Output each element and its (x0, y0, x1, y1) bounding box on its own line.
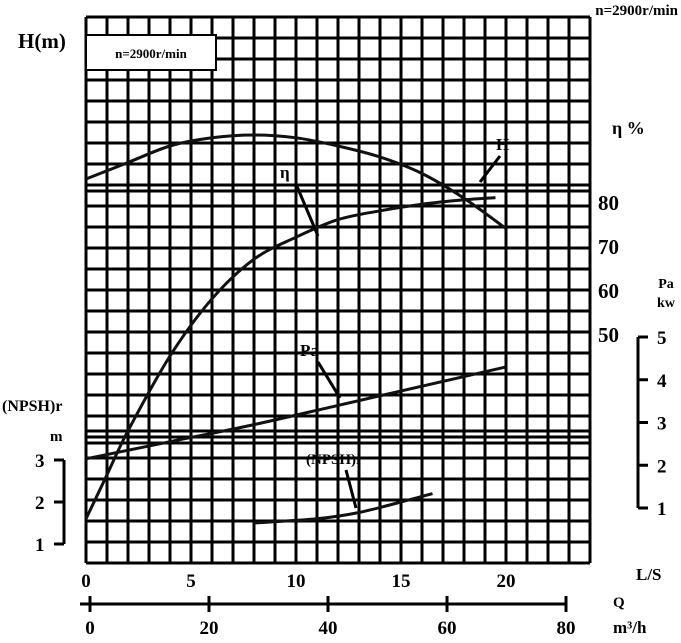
efficiency-tick-label: 70 (598, 235, 619, 259)
secondary-x-tick-label: 40 (319, 618, 338, 639)
x-tick-label: 20 (497, 571, 516, 592)
x-axis-label-m3h: m³/h (613, 618, 647, 637)
secondary-x-tick-label: 60 (438, 618, 457, 639)
secondary-x-tick-label: 20 (200, 618, 219, 639)
efficiency-tick-label: 50 (598, 323, 619, 347)
curve-label: H (496, 135, 509, 154)
x-tick-label: 0 (81, 571, 91, 592)
efficiency-curve (84, 196, 496, 520)
x-axis-label-q: Q (613, 595, 625, 611)
power-curve (85, 365, 507, 461)
x-tick-label: 5 (186, 571, 196, 592)
npsh-tick-label: 3 (35, 451, 45, 472)
power-tick-label: 2 (657, 456, 667, 477)
power-axis-label-pa: Pa (658, 277, 674, 292)
power-axis: 1 2 3 4 5 (636, 328, 667, 520)
efficiency-tick-label: 60 (598, 279, 619, 303)
efficiency-axis-label: η % (612, 118, 645, 138)
curves (84, 133, 507, 525)
secondary-x-axis: 0 20 40 60 80 (80, 596, 576, 639)
head-axis-label: H(m) (18, 29, 66, 53)
curve-leader-line (478, 155, 502, 183)
efficiency-axis-ticks: 50 60 70 80 (598, 191, 619, 347)
power-tick-label: 5 (657, 328, 667, 349)
curve-leader-line (344, 469, 358, 509)
x-axis-ticks: 0 5 10 15 20 (81, 571, 515, 592)
curve-label: (NPSH)r (306, 452, 363, 468)
npsh-axis-unit: m (50, 429, 63, 445)
chart-title: n=2900r/min (595, 3, 678, 19)
npsh-axis: 1 2 3 (35, 451, 66, 556)
curve-leader-line (294, 183, 320, 237)
head-curve (85, 133, 507, 230)
curve-label: Pa (300, 341, 319, 360)
npsh-tick-label: 2 (35, 493, 45, 514)
npsh-axis-label: (NPSH)r (2, 398, 62, 415)
efficiency-tick-label: 80 (598, 191, 619, 215)
power-tick-label: 4 (657, 371, 667, 392)
power-axis-label-kw: kw (657, 296, 676, 311)
npsh-tick-label: 1 (35, 535, 45, 556)
power-tick-label: 3 (657, 414, 667, 435)
speed-box-label: n=2900r/min (115, 46, 187, 61)
x-axis-label-ls: L/S (636, 565, 662, 584)
secondary-x-tick-label: 80 (557, 618, 576, 639)
x-tick-label: 15 (392, 571, 411, 592)
curve-labels: Hη Pa (NPSH)r (280, 135, 509, 509)
npsh-curve (253, 492, 433, 525)
x-tick-label: 10 (287, 571, 306, 592)
curve-label: η (280, 163, 290, 182)
speed-box (85, 34, 217, 71)
curve-leader-line (316, 361, 342, 399)
power-tick-label: 1 (657, 499, 667, 520)
chart-grid (84, 15, 592, 565)
secondary-x-tick-label: 0 (85, 618, 95, 639)
